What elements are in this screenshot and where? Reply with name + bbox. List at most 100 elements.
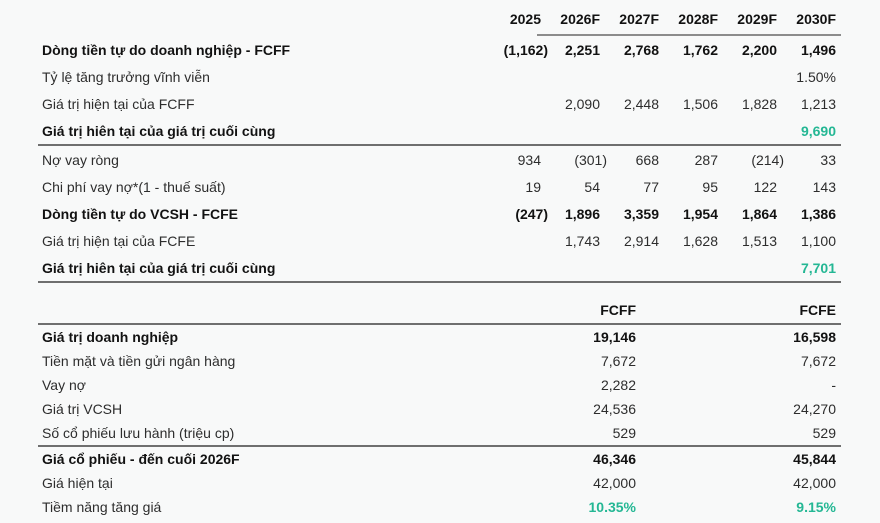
cell-value: 24,536 — [593, 401, 636, 417]
cell-value: 1,864 — [741, 205, 777, 222]
dcf-header-row: 2025 2026F 2027F 2028F 2029F 2030F — [42, 4, 836, 34]
table-row: Giá cổ phiếu - đến cuối 2026F 46,346 45,84… — [42, 447, 836, 471]
column-header: 2028F — [678, 11, 718, 27]
cell-value: 77 — [643, 178, 659, 195]
table-row: Giá trị hiện tại của FCFE 1,743 2,914 1,628… — [42, 227, 836, 254]
cell-value: 1,954 — [682, 205, 718, 222]
cell-value: (247) — [515, 205, 548, 222]
cell-value: - — [831, 377, 836, 393]
table-row: Vay nợ 2,282 - — [42, 373, 836, 397]
cell-value: 1,896 — [564, 205, 600, 222]
table-row: Giá trị hiên tại của giá trị cuối cùng 9,… — [42, 117, 836, 144]
dcf-cash-flow-table: 2025 2026F 2027F 2028F 2029F 2030F Dòng tiền … — [38, 4, 841, 283]
cell-value: 42,000 — [593, 475, 636, 491]
table-row: Chi phí vay nợ*(1 - thuế suất) 19 54 77 95 12… — [42, 173, 836, 200]
cell-value: 1,743 — [564, 232, 600, 249]
valuation-header-row: FCFF FCFE — [42, 297, 836, 323]
column-header: 2029F — [737, 11, 777, 27]
section-divider — [38, 281, 841, 283]
cell-value: 2,251 — [564, 41, 600, 58]
cell-value: 42,000 — [793, 475, 836, 491]
cell-value: 529 — [612, 425, 636, 441]
cell-value: 143 — [812, 178, 836, 195]
cell-value: 19 — [525, 178, 541, 195]
cell-value: 7,672 — [800, 353, 836, 369]
cell-value: 10.35% — [588, 499, 636, 515]
cell-value: 2,768 — [623, 41, 659, 58]
row-label: Dòng tiền tự do doanh nghiệp - FCFF — [42, 41, 291, 58]
row-label: Chi phí vay nợ*(1 - thuế suất) — [42, 178, 226, 195]
cell-value: 1,496 — [800, 41, 836, 58]
cell-value: 2,282 — [600, 377, 636, 393]
column-header: 2026F — [560, 11, 600, 27]
cell-value: 54 — [584, 178, 600, 195]
table-row: Dòng tiền tự do VCSH - FCFE (247) 1,896 3,3… — [42, 200, 836, 227]
table-row: Giá trị VCSH 24,536 24,270 — [42, 397, 836, 421]
cell-value: (1,162) — [503, 41, 548, 58]
section-divider — [38, 144, 841, 146]
cell-value: 19,146 — [593, 329, 636, 345]
cell-value: 1,386 — [800, 205, 836, 222]
column-header: 2025 — [509, 11, 541, 27]
column-header: 2030F — [796, 11, 836, 27]
valuation-table-body: Giá trị doanh nghiệp 19,146 16,598 Tiền mặt… — [38, 325, 841, 519]
table-row: Giá trị hiện tại của FCFF 2,090 2,448 1,506… — [42, 90, 836, 117]
table-row: Giá trị hiên tại của giá trị cuối cùng 7,… — [42, 254, 836, 281]
cell-value: 2,090 — [564, 95, 600, 112]
column-header: FCFF — [600, 302, 636, 318]
table-row: Tỷ lệ tăng trưởng vĩnh viễn 1.50% — [42, 63, 836, 90]
cell-value: 1,628 — [682, 232, 718, 249]
row-label: Số cổ phiếu lưu hành (triệu cp) — [42, 425, 235, 441]
row-label: Giá cổ phiếu - đến cuối 2026F — [42, 451, 240, 467]
table-row: Số cổ phiếu lưu hành (triệu cp) 529 529 — [42, 421, 836, 445]
row-label: Giá trị hiện tại của FCFE — [42, 232, 196, 249]
cell-value: 7,701 — [800, 259, 836, 276]
cell-value: 9.15% — [796, 499, 836, 515]
cell-value: 2,200 — [741, 41, 777, 58]
cell-value: 1,828 — [741, 95, 777, 112]
row-label: Tiềm năng tăng giá — [42, 499, 162, 515]
cell-value: (214) — [751, 151, 784, 168]
cell-value: 1.50% — [796, 68, 836, 85]
cell-value: 24,270 — [793, 401, 836, 417]
cell-value: 9,690 — [800, 122, 836, 139]
cell-value: 1,506 — [682, 95, 718, 112]
valuation-summary-table: FCFF FCFE Giá trị doanh nghiệp 19,146 16,59… — [38, 297, 841, 519]
cell-value: 1,762 — [682, 41, 718, 58]
table-row: Tiền mặt và tiền gửi ngân hàng 7,672 7,672 — [42, 349, 836, 373]
row-label: Dòng tiền tự do VCSH - FCFE — [42, 205, 239, 222]
cell-value: 1,100 — [800, 232, 836, 249]
cell-value: 668 — [635, 151, 659, 168]
section-divider — [38, 445, 841, 447]
cell-value: 529 — [812, 425, 836, 441]
cell-value: 45,844 — [793, 451, 836, 467]
cell-value: 934 — [517, 151, 541, 168]
table-row: Tiềm năng tăng giá 10.35% 9.15% — [42, 495, 836, 519]
cell-value: 7,672 — [600, 353, 636, 369]
row-label: Giá trị hiên tại của giá trị cuối cùng — [42, 259, 276, 276]
cell-value: 46,346 — [593, 451, 636, 467]
cell-value: 2,914 — [623, 232, 659, 249]
cell-value: 1,213 — [800, 95, 836, 112]
column-header: FCFE — [799, 302, 836, 318]
cell-value: 3,359 — [623, 205, 659, 222]
valuation-header-divider — [38, 323, 841, 325]
cell-value: 33 — [820, 151, 836, 168]
table-row: Dòng tiền tự do doanh nghiệp - FCFF (1,16… — [42, 36, 836, 63]
cell-value: 16,598 — [793, 329, 836, 345]
row-label: Tiền mặt và tiền gửi ngân hàng — [42, 353, 236, 369]
cell-value: 287 — [694, 151, 718, 168]
cell-value: (301) — [574, 151, 607, 168]
table-row: Giá hiện tại 42,000 42,000 — [42, 471, 836, 495]
cell-value: 122 — [753, 178, 777, 195]
row-label: Tỷ lệ tăng trưởng vĩnh viễn — [42, 68, 210, 85]
cell-value: 95 — [702, 178, 718, 195]
cell-value: 1,513 — [741, 232, 777, 249]
dcf-table-body: Dòng tiền tự do doanh nghiệp - FCFF (1,16… — [38, 36, 841, 283]
row-label: Giá trị doanh nghiệp — [42, 329, 179, 345]
column-header: 2027F — [619, 11, 659, 27]
table-row: Nợ vay ròng 934 (301) 668 287 (214) 33 — [42, 146, 836, 173]
row-label: Giá trị VCSH — [42, 401, 123, 417]
row-label: Giá hiện tại — [42, 475, 113, 491]
